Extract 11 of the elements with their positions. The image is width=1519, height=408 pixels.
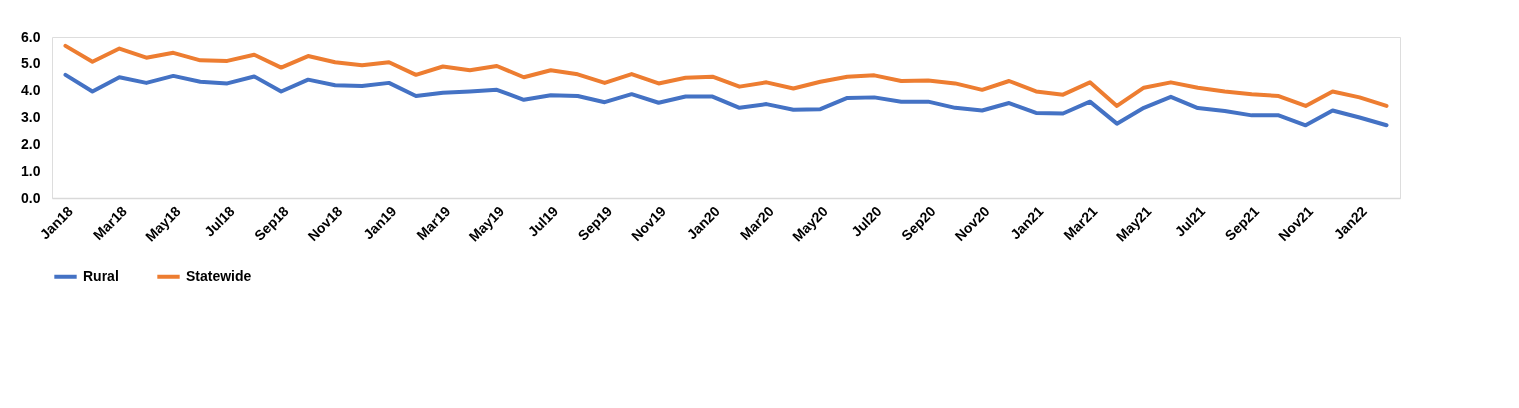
legend-label: Statewide [186,267,252,284]
y-tick-label: 4.0 [21,82,41,99]
y-tick-label: 3.0 [21,109,41,125]
line-series [63,72,1389,128]
y-tick-label: 1.0 [21,162,41,179]
y-tick-label: 0.0 [21,189,41,206]
line-series [63,43,1389,108]
y-tick-label: 5.0 [21,55,41,72]
y-tick-label: 6.0 [21,28,41,45]
y-tick-label: 2.0 [21,135,41,152]
legend-label: Rural [83,267,119,284]
